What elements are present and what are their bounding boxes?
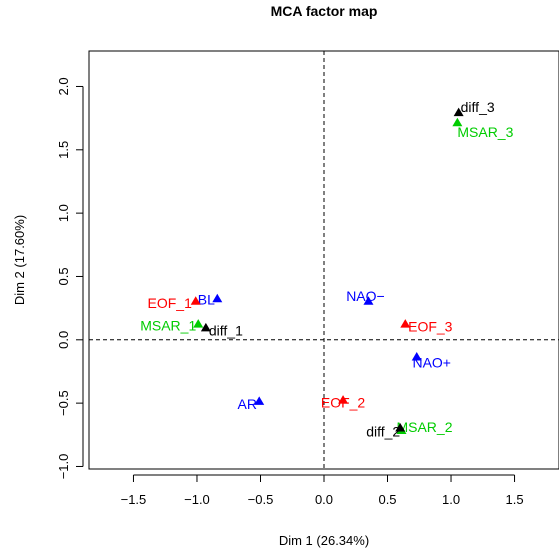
point-label-diff-1: diff_1 bbox=[209, 322, 243, 338]
data-points: BL NAO− NAO+ AR EOF_1 EOF_3 EOF_2 MSAR_1 MSAR_3 M… bbox=[140, 99, 513, 439]
point-marker-diff-2 bbox=[395, 422, 406, 432]
point-label-msar-2: MSAR_2 bbox=[396, 419, 452, 435]
y-tick-label: −1.0 bbox=[56, 454, 71, 480]
point-marker-msar-1 bbox=[193, 319, 204, 328]
point-marker-msar-3 bbox=[452, 117, 463, 127]
x-axis-label: Dim 1 (26.34%) bbox=[279, 533, 369, 548]
point-label-nao: NAO+ bbox=[412, 355, 451, 371]
point-label-msar-3: MSAR_3 bbox=[457, 124, 513, 140]
y-tick-label: 1.5 bbox=[56, 141, 71, 159]
point-label-eof-2: EOF_2 bbox=[321, 395, 366, 411]
x-tick-label: −1.5 bbox=[121, 492, 147, 507]
x-tick-label: 0.0 bbox=[315, 492, 333, 507]
y-axis: −1.0 −0.5 0.0 0.5 1.0 1.5 2.0 bbox=[56, 77, 84, 480]
point-marker-eof-1 bbox=[190, 296, 201, 305]
point-marker-eof-3 bbox=[400, 319, 411, 328]
point-label-diff-2: diff_2 bbox=[366, 423, 400, 439]
x-tick-label: −1.0 bbox=[184, 492, 210, 507]
point-marker-ar bbox=[254, 396, 265, 405]
x-tick-label: 1.0 bbox=[442, 492, 460, 507]
x-tick-label: 0.5 bbox=[378, 492, 396, 507]
point-label-diff-3: diff_3 bbox=[461, 99, 495, 115]
point-marker-diff-3 bbox=[453, 107, 464, 117]
point-marker-eof-2 bbox=[338, 395, 349, 404]
point-label-eof-1: EOF_1 bbox=[148, 295, 193, 311]
y-tick-label: 0.0 bbox=[56, 331, 71, 349]
x-tick-label: 1.5 bbox=[506, 492, 524, 507]
point-label-bl: BL bbox=[198, 291, 215, 307]
point-marker-nao bbox=[363, 296, 374, 305]
chart-title: MCA factor map bbox=[271, 3, 378, 19]
y-tick-label: 1.0 bbox=[56, 204, 71, 222]
y-tick-label: 2.0 bbox=[56, 77, 71, 95]
point-marker-diff-1 bbox=[200, 322, 211, 332]
point-label-msar-1: MSAR_1 bbox=[140, 318, 196, 334]
point-label-eof-3: EOF_3 bbox=[408, 319, 453, 335]
point-label-ar: AR bbox=[237, 396, 256, 412]
point-marker-nao bbox=[411, 352, 422, 361]
x-axis: −1.5 −1.0 −0.5 0.0 0.5 1.0 1.5 bbox=[121, 474, 524, 507]
point-marker-bl bbox=[212, 293, 223, 303]
y-axis-label: Dim 2 (17.60%) bbox=[12, 215, 27, 305]
y-tick-label: 0.5 bbox=[56, 267, 71, 285]
reference-lines bbox=[89, 51, 559, 469]
point-label-nao: NAO− bbox=[346, 288, 385, 304]
x-tick-label: −0.5 bbox=[248, 492, 274, 507]
y-tick-label: −0.5 bbox=[56, 390, 71, 416]
